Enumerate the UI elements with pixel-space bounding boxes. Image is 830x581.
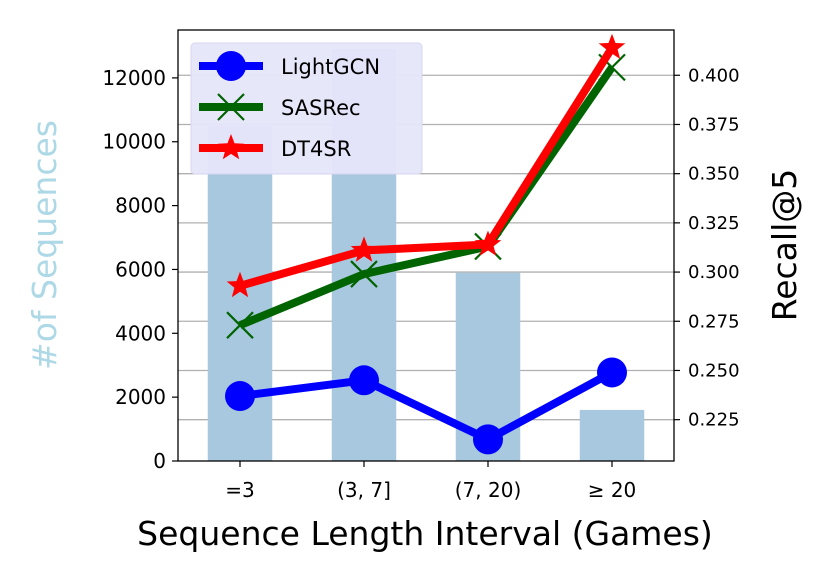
right-tick-label: 0.300 xyxy=(688,262,740,283)
left-tick-label: 0 xyxy=(153,449,166,473)
left-tick-label: 10000 xyxy=(102,130,166,154)
legend-box xyxy=(190,42,423,175)
data-point xyxy=(349,365,379,396)
series-line xyxy=(238,45,616,290)
x-tick-label: =3 xyxy=(225,478,254,502)
legend-label: LightGCN xyxy=(281,55,380,79)
series-SASRec xyxy=(226,53,626,339)
right-tick-label: 0.400 xyxy=(688,65,740,86)
x-tick-label: (7, 20) xyxy=(455,478,522,502)
right-y-axis-label: Recall@5 xyxy=(765,169,804,321)
legend-label: DT4SR xyxy=(281,137,351,161)
legend: LightGCN SASRec DT4SR xyxy=(190,42,423,175)
series-line xyxy=(238,65,616,329)
data-point xyxy=(226,271,254,298)
x-tick-label: (3, 7] xyxy=(337,478,391,502)
legend-label: SASRec xyxy=(281,96,361,120)
right-tick-label: 0.375 xyxy=(688,114,740,135)
right-tick-label: 0.250 xyxy=(688,360,740,381)
left-tick-label: 12000 xyxy=(102,66,166,90)
series-DT4SR xyxy=(226,33,626,298)
series-LightGCN xyxy=(225,357,627,455)
left-tick-label: 2000 xyxy=(115,385,166,409)
data-point xyxy=(226,311,254,339)
plot-frame xyxy=(177,29,675,462)
series-lines xyxy=(225,33,627,455)
legend-marker xyxy=(217,93,245,121)
legend-entry: LightGCN xyxy=(199,51,380,81)
x-axis-ticks: =3 (3, 7] (7, 20) ≥ 20 xyxy=(225,461,636,502)
legend-entry: DT4SR xyxy=(199,134,351,161)
x-axis-label: Sequence Length Interval (Games) xyxy=(137,514,713,553)
right-tick-label: 0.350 xyxy=(688,164,740,185)
right-tick-label: 0.325 xyxy=(688,213,740,234)
data-point xyxy=(350,236,378,262)
data-point xyxy=(350,260,378,288)
data-point xyxy=(474,230,502,256)
data-point xyxy=(473,424,503,455)
data-point xyxy=(597,357,627,388)
legend-entry: SASRec xyxy=(199,93,361,121)
legend-marker xyxy=(216,51,246,81)
right-axis-ticks: 0.225 0.250 0.275 0.300 0.325 0.350 0.375 0.400 xyxy=(674,65,740,431)
x-tick-label: ≥ 20 xyxy=(588,478,637,502)
left-tick-label: 4000 xyxy=(115,321,166,345)
left-y-axis-label: #of Sequences xyxy=(25,120,64,370)
series-line xyxy=(239,368,614,444)
left-tick-label: 6000 xyxy=(115,257,166,281)
data-point xyxy=(225,381,255,412)
left-tick-label: 8000 xyxy=(115,194,166,218)
legend-marker xyxy=(217,134,245,160)
left-axis-ticks: 0 2000 4000 6000 8000 10000 12000 xyxy=(102,66,178,473)
right-tick-label: 0.275 xyxy=(688,311,740,332)
bar-3 xyxy=(579,409,645,461)
data-point xyxy=(598,33,626,59)
right-tick-label: 0.225 xyxy=(688,410,740,431)
